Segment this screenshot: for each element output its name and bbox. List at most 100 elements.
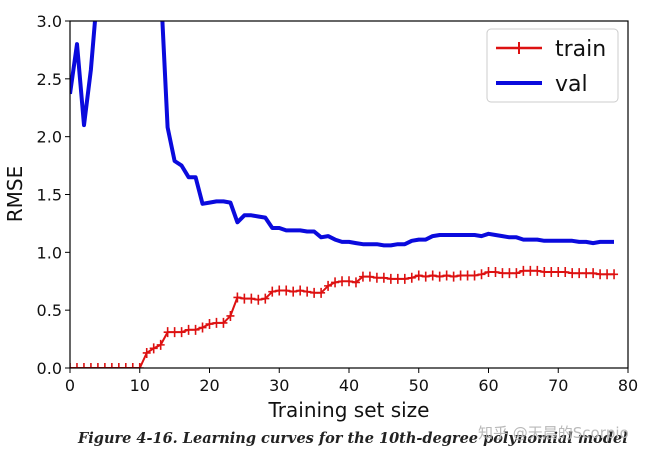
data-point-train: [435, 271, 444, 282]
data-point-train: [254, 294, 263, 305]
data-point-train: [156, 339, 165, 350]
data-point-train: [400, 273, 409, 284]
x-tick-label: 40: [339, 376, 359, 395]
figure-caption: Figure 4-16. Learning curves for the 10t…: [78, 430, 628, 447]
data-point-train: [582, 268, 591, 279]
data-point-train: [128, 363, 137, 368]
data-point-train: [177, 327, 186, 338]
data-point-train: [351, 277, 360, 288]
y-tick-label: 2.5: [37, 70, 62, 89]
data-point-train: [554, 266, 563, 277]
data-point-train: [491, 266, 500, 277]
data-point-train: [596, 269, 605, 280]
data-point-train: [575, 268, 584, 279]
legend-val-label: val: [555, 72, 588, 97]
x-tick-label: 10: [130, 376, 150, 395]
data-point-train: [589, 268, 598, 279]
watermark: 知乎 @天晨的Scorpio: [478, 424, 629, 442]
data-point-train: [386, 273, 395, 284]
data-point-train: [470, 270, 479, 281]
data-point-train: [142, 347, 151, 358]
data-point-train: [526, 265, 535, 276]
data-point-train: [519, 265, 528, 276]
data-point-train: [393, 273, 402, 284]
data-point-train: [372, 272, 381, 283]
y-tick-label: 0.5: [37, 301, 62, 320]
y-tick-label: 0.0: [37, 359, 62, 378]
legend-train-label: train: [555, 37, 606, 62]
data-point-train: [610, 269, 619, 280]
y-axis-label: RMSE: [3, 166, 27, 222]
data-point-train: [358, 271, 367, 282]
data-point-train: [324, 280, 333, 291]
data-point-train: [107, 363, 116, 368]
data-point-train: [498, 268, 507, 279]
data-point-train: [289, 286, 298, 297]
data-point-train: [533, 265, 542, 276]
data-point-train: [198, 322, 207, 333]
data-point-train: [407, 272, 416, 283]
data-point-train: [428, 270, 437, 281]
data-point-train: [247, 293, 256, 304]
data-point-train: [484, 266, 493, 277]
data-point-train: [212, 317, 221, 328]
data-point-train: [421, 271, 430, 282]
data-point-train: [561, 266, 570, 277]
data-point-train: [477, 269, 486, 280]
data-point-train: [303, 286, 312, 297]
x-tick-label: 60: [478, 376, 498, 395]
data-point-train: [261, 293, 270, 304]
data-point-train: [310, 287, 319, 298]
series-line-val: [70, 21, 614, 248]
data-point-train: [93, 363, 102, 368]
data-point-train: [170, 327, 179, 338]
data-point-train: [114, 363, 123, 368]
data-point-train: [226, 310, 235, 321]
x-tick-label: 20: [199, 376, 219, 395]
data-point-train: [191, 324, 200, 335]
data-point-train: [268, 286, 277, 297]
data-point-train: [505, 268, 514, 279]
data-point-train: [296, 285, 305, 296]
data-point-train: [331, 277, 340, 288]
legend: train val: [486, 28, 619, 103]
data-point-train: [275, 285, 284, 296]
data-point-train: [219, 317, 228, 328]
x-tick-label: 50: [409, 376, 429, 395]
data-point-train: [365, 271, 374, 282]
x-tick-label: 0: [65, 376, 75, 395]
data-point-train: [603, 269, 612, 280]
data-point-train: [240, 293, 249, 304]
data-point-train: [100, 363, 109, 368]
data-point-train: [121, 363, 130, 368]
data-point-train: [442, 270, 451, 281]
data-point-train: [379, 272, 388, 283]
x-axis-label: Training set size: [268, 398, 430, 422]
data-point-train: [135, 363, 144, 368]
data-point-train: [456, 270, 465, 281]
data-point-train: [338, 276, 347, 287]
y-tick-label: 1.5: [37, 186, 62, 205]
data-point-train: [79, 363, 88, 368]
data-point-train: [205, 319, 214, 330]
x-tick-label: 70: [548, 376, 568, 395]
data-point-train: [414, 270, 423, 281]
y-tick-label: 1.0: [37, 243, 62, 262]
data-point-train: [317, 287, 326, 298]
data-point-train: [163, 327, 172, 338]
data-point-train: [463, 270, 472, 281]
data-point-train: [449, 271, 458, 282]
x-tick-label: 30: [269, 376, 289, 395]
data-point-train: [86, 363, 95, 368]
x-tick-label: 80: [618, 376, 638, 395]
data-point-train: [512, 268, 521, 279]
data-point-train: [282, 285, 291, 296]
data-point-train: [233, 292, 242, 303]
data-point-train: [547, 266, 556, 277]
y-tick-label: 2.0: [37, 128, 62, 147]
data-point-train: [540, 266, 549, 277]
data-point-train: [184, 324, 193, 335]
data-point-train: [568, 268, 577, 279]
data-point-train: [72, 363, 81, 368]
